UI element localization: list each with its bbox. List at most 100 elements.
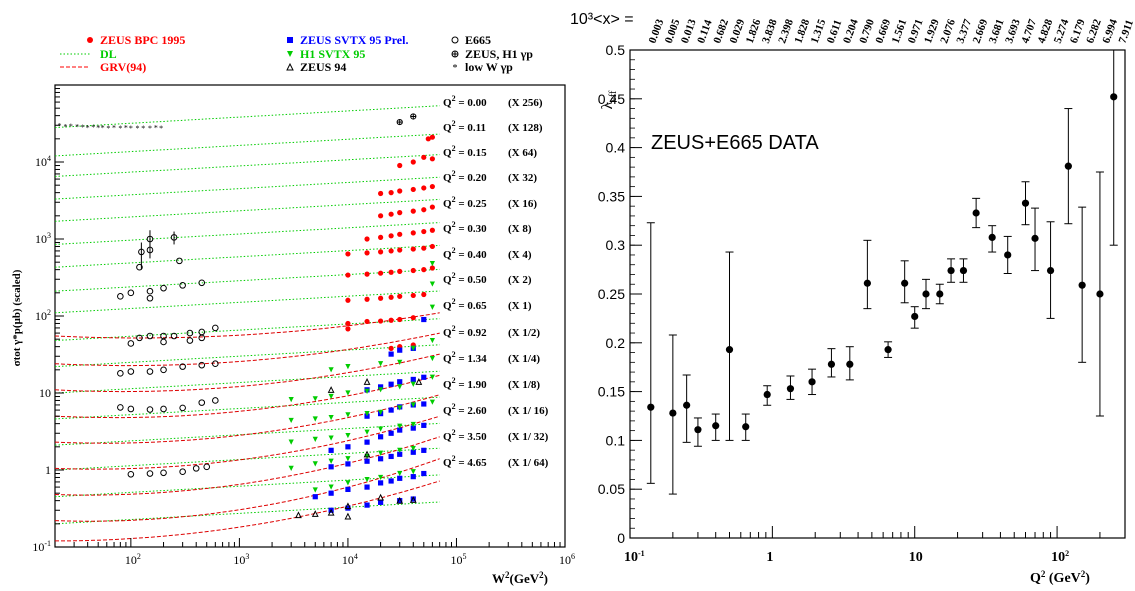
data-point bbox=[136, 263, 143, 271]
q2-scale-label: (X 32) bbox=[508, 172, 537, 184]
legend-label: ZEUS 94 bbox=[300, 60, 346, 74]
data-point bbox=[160, 338, 167, 346]
data-point bbox=[345, 326, 351, 332]
data-point: * bbox=[101, 123, 105, 132]
data-point bbox=[328, 464, 334, 470]
data-point bbox=[364, 296, 370, 302]
data-point bbox=[388, 381, 394, 387]
data-point bbox=[410, 376, 416, 383]
data-point bbox=[429, 227, 435, 233]
data-point bbox=[312, 416, 318, 422]
q2-label: Q2 = 0.25 bbox=[443, 195, 487, 210]
legend-swatch bbox=[451, 50, 459, 58]
data-point bbox=[127, 405, 135, 413]
data-point bbox=[947, 266, 955, 275]
data-point bbox=[312, 487, 318, 493]
data-point bbox=[421, 267, 427, 273]
legend-label: ZEUS, H1 γp bbox=[465, 47, 533, 61]
dl-curve bbox=[55, 344, 440, 368]
data-point: * bbox=[75, 122, 79, 131]
data-point bbox=[378, 499, 384, 505]
data-point bbox=[397, 423, 403, 429]
data-point bbox=[410, 381, 416, 387]
data-point bbox=[288, 439, 294, 445]
data-point bbox=[922, 290, 930, 298]
data-point bbox=[410, 267, 416, 274]
data-point bbox=[397, 405, 403, 411]
data-point bbox=[421, 291, 427, 298]
y-tick-label: 10 bbox=[39, 386, 51, 400]
data-point bbox=[388, 248, 394, 254]
data-point bbox=[312, 494, 318, 500]
dl-curve bbox=[55, 474, 440, 498]
data-point bbox=[345, 480, 351, 486]
x-tick-label: 10-1 bbox=[624, 549, 645, 565]
data-point: * bbox=[91, 123, 95, 132]
data-point: * bbox=[148, 124, 152, 133]
data-point bbox=[345, 505, 351, 511]
data-point bbox=[397, 188, 403, 194]
left-x-axis-title: W2(GeV2) bbox=[492, 570, 548, 586]
q2-scale-label: (X 1/ 16) bbox=[508, 405, 549, 417]
data-point bbox=[683, 401, 691, 409]
data-point bbox=[410, 496, 416, 502]
data-point bbox=[212, 360, 219, 368]
data-point bbox=[1021, 199, 1030, 207]
data-point bbox=[212, 397, 219, 404]
data-point bbox=[410, 425, 416, 431]
data-point bbox=[388, 478, 394, 484]
data-point bbox=[421, 470, 427, 477]
data-point bbox=[363, 378, 371, 385]
data-point bbox=[388, 211, 394, 217]
data-point bbox=[397, 359, 403, 365]
data-point bbox=[378, 190, 384, 197]
data-point bbox=[212, 324, 219, 332]
dl-curve bbox=[55, 198, 440, 222]
legend-swatch bbox=[287, 37, 293, 43]
grv-curve bbox=[55, 394, 440, 444]
q2-scale-label: (X 1/4) bbox=[508, 353, 540, 365]
data-point bbox=[397, 210, 403, 216]
data-point bbox=[146, 332, 154, 340]
data-point bbox=[364, 458, 370, 464]
q2-scale-label: (X 1/8) bbox=[508, 379, 540, 391]
data-point bbox=[378, 234, 384, 240]
data-point bbox=[388, 430, 394, 436]
dl-curve bbox=[55, 268, 440, 292]
data-point bbox=[388, 407, 394, 413]
dl-curve bbox=[55, 154, 440, 177]
data-point bbox=[1004, 251, 1012, 259]
data-point bbox=[410, 402, 416, 408]
data-point bbox=[1031, 234, 1039, 242]
data-point bbox=[198, 279, 206, 287]
data-point bbox=[742, 423, 750, 431]
data-point bbox=[415, 378, 423, 385]
data-point bbox=[192, 465, 200, 472]
data-point bbox=[429, 243, 435, 250]
data-point bbox=[179, 282, 186, 289]
data-point bbox=[421, 185, 427, 191]
data-point bbox=[378, 384, 384, 390]
x-tick-label: 103 bbox=[233, 552, 249, 567]
q2-label: Q2 = 0.00 bbox=[443, 94, 487, 109]
data-point bbox=[901, 279, 909, 287]
data-point bbox=[725, 346, 734, 354]
data-point bbox=[288, 417, 294, 424]
data-point bbox=[429, 374, 435, 380]
data-point bbox=[763, 390, 771, 399]
data-point bbox=[345, 272, 351, 278]
data-point bbox=[288, 397, 294, 403]
data-point bbox=[410, 445, 416, 452]
q2-scale-label: (X 4) bbox=[508, 249, 532, 261]
y-tick-label: 103 bbox=[35, 231, 51, 246]
q2-label: Q2 = 0.65 bbox=[443, 297, 487, 312]
q2-label: Q2 = 0.40 bbox=[443, 246, 487, 261]
data-point bbox=[328, 393, 334, 400]
data-point bbox=[429, 355, 435, 362]
q2-label: Q2 = 3.50 bbox=[443, 428, 487, 443]
legend-label: GRV(94) bbox=[100, 60, 146, 74]
data-point bbox=[1046, 266, 1055, 275]
data-point: * bbox=[159, 124, 163, 133]
